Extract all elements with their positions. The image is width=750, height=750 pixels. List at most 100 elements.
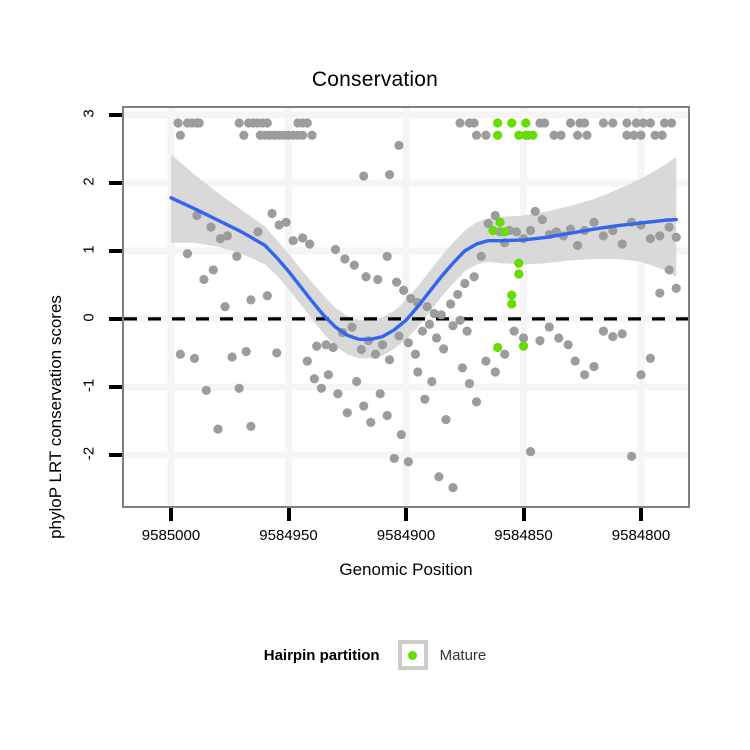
- data-point: [582, 130, 592, 140]
- data-point: [537, 214, 547, 225]
- data-point: [413, 367, 423, 377]
- data-point: [302, 118, 312, 128]
- data-point: [424, 319, 435, 329]
- data-point: [525, 225, 536, 236]
- data-point: [471, 397, 482, 407]
- data-point: [540, 118, 550, 128]
- data-point: [490, 210, 500, 221]
- y-tick-mark: [109, 180, 122, 185]
- data-point: [631, 118, 641, 128]
- data-point: [312, 341, 322, 351]
- data-point: [638, 118, 648, 128]
- data-point: [441, 414, 451, 425]
- data-point: [659, 118, 670, 128]
- data-point: [370, 349, 381, 359]
- data-point: [448, 321, 458, 331]
- data-point: [213, 424, 223, 434]
- data-point: [481, 356, 491, 366]
- data-point: [222, 231, 232, 241]
- data-point: [507, 290, 517, 300]
- data-point: [629, 130, 639, 140]
- data-point: [645, 234, 656, 244]
- data-point: [462, 326, 472, 336]
- data-point: [476, 251, 486, 261]
- data-point: [239, 130, 249, 140]
- data-point: [356, 344, 366, 355]
- data-point: [422, 302, 432, 312]
- data-point: [460, 278, 470, 289]
- data-point: [572, 240, 583, 251]
- data-point: [321, 340, 331, 350]
- x-tick-label: 9585000: [141, 527, 201, 544]
- data-point: [436, 310, 446, 320]
- data-point: [598, 326, 608, 336]
- data-point: [514, 258, 524, 268]
- y-tick-mark: [109, 112, 122, 117]
- data-point: [323, 370, 334, 380]
- data-point: [636, 370, 646, 380]
- data-point: [598, 231, 608, 241]
- data-point: [525, 446, 536, 457]
- data-point: [507, 118, 517, 128]
- data-point: [495, 217, 505, 227]
- legend-key-mature[interactable]: [397, 640, 428, 670]
- data-point: [298, 130, 308, 140]
- data-point: [232, 251, 242, 261]
- data-point: [352, 376, 362, 387]
- data-point: [175, 349, 185, 359]
- data-point: [394, 140, 404, 151]
- data-point: [453, 289, 463, 300]
- data-point: [493, 342, 503, 353]
- plot-area[interactable]: [122, 106, 690, 508]
- data-point: [457, 363, 467, 373]
- data-point: [448, 483, 458, 493]
- data-point: [333, 389, 343, 399]
- data-point: [307, 130, 317, 140]
- data-point: [234, 118, 244, 128]
- data-point: [384, 170, 395, 180]
- data-point: [464, 378, 475, 389]
- data-point: [246, 295, 256, 305]
- data-point: [375, 389, 385, 399]
- data-point: [627, 451, 637, 461]
- data-point: [671, 232, 681, 242]
- x-tick-mark: [286, 508, 291, 521]
- data-point: [617, 329, 627, 339]
- data-point: [655, 288, 665, 298]
- data-point: [598, 118, 608, 128]
- legend-label-mature: Mature: [439, 646, 487, 664]
- data-point: [262, 291, 272, 301]
- data-point: [340, 254, 350, 264]
- data-point: [514, 130, 524, 140]
- y-tick-mark: [109, 316, 122, 321]
- data-point: [530, 206, 540, 217]
- y-tick-label: 1: [80, 245, 98, 254]
- data-point: [431, 333, 442, 343]
- data-point: [671, 283, 681, 293]
- data-point: [657, 130, 667, 140]
- data-point: [366, 417, 376, 427]
- data-point: [342, 408, 352, 418]
- data-point: [521, 118, 531, 128]
- data-point: [227, 352, 237, 362]
- data-point: [580, 118, 590, 128]
- data-point: [377, 340, 388, 350]
- data-point: [208, 265, 218, 275]
- data-point: [493, 130, 503, 140]
- data-point: [469, 118, 479, 128]
- y-tick-mark: [109, 452, 122, 457]
- data-point: [215, 234, 225, 244]
- data-point: [666, 118, 677, 128]
- data-point: [328, 342, 338, 353]
- data-point: [189, 353, 200, 363]
- data-point: [175, 130, 185, 140]
- y-tick-mark: [109, 384, 122, 389]
- x-tick-mark: [639, 508, 643, 521]
- data-point: [361, 272, 371, 282]
- data-point: [488, 225, 498, 236]
- data-point: [589, 217, 599, 227]
- data-point: [272, 348, 282, 358]
- data-point: [427, 376, 437, 387]
- data-point: [664, 222, 674, 232]
